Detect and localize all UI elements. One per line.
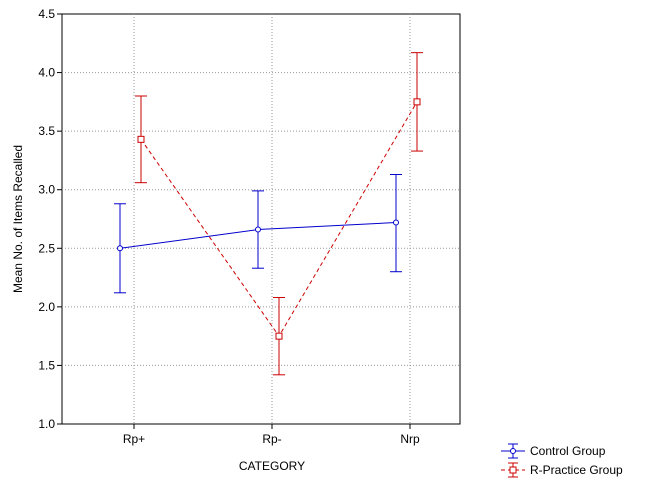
data-point: [413, 98, 421, 106]
legend: Control Group R-Practice Group: [501, 443, 623, 478]
y-tick-label: 3.5: [38, 124, 55, 138]
data-point: [137, 135, 145, 143]
data-point: [117, 245, 123, 252]
legend-label: R-Practice Group: [530, 463, 623, 477]
y-tick-label: 2.0: [38, 300, 55, 314]
y-tick-label: 1.0: [38, 417, 55, 431]
legend-marker: [509, 466, 517, 474]
series-layer: [114, 52, 423, 376]
plot-area: [61, 13, 461, 425]
y-axis-title: Mean No. of Items Recalled: [11, 145, 25, 293]
y-tick-label: 2.5: [38, 241, 55, 255]
x-axis: Rp+ Rp- Nrp: [123, 424, 420, 446]
legend-item: R-Practice Group: [501, 462, 623, 478]
data-point: [275, 332, 283, 340]
y-axis: 1.0 1.5 2.0 2.5 3.0 3.5 4.0 4.5: [38, 7, 62, 431]
y-tick-label: 4.5: [38, 7, 55, 21]
data-point: [255, 226, 261, 233]
grid: [62, 14, 460, 424]
x-tick-label: Rp-: [262, 432, 281, 446]
x-tick-label: Nrp: [400, 432, 420, 446]
legend-item: Control Group: [501, 443, 606, 459]
y-tick-label: 4.0: [38, 66, 55, 80]
x-tick-label: Rp+: [123, 432, 145, 446]
x-axis-title: CATEGORY: [239, 459, 305, 473]
legend-label: Control Group: [530, 444, 606, 458]
y-tick-label: 3.0: [38, 183, 55, 197]
legend-marker: [510, 448, 516, 454]
y-tick-label: 1.5: [38, 358, 55, 372]
series-0: [114, 173, 402, 294]
data-point: [393, 219, 399, 226]
series-1: [135, 52, 423, 376]
